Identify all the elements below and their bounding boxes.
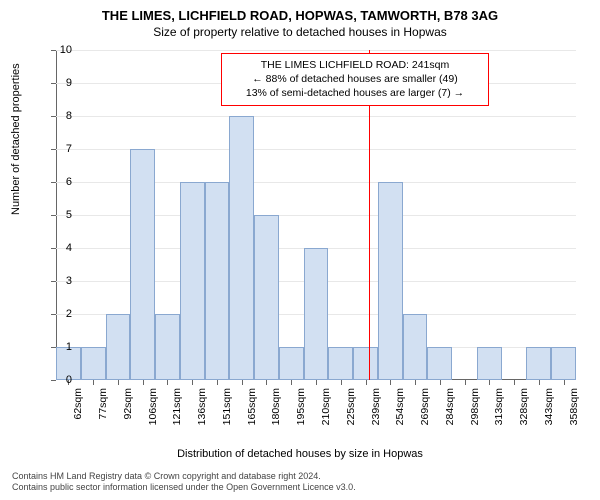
x-tick-mark (167, 380, 168, 385)
info-box-line: ← 88% of detached houses are smaller (49… (228, 72, 482, 86)
x-tick-mark (440, 380, 441, 385)
histogram-bar (155, 314, 180, 380)
x-tick-mark (242, 380, 243, 385)
x-tick-label: 106sqm (147, 388, 159, 425)
chart-title-main: THE LIMES, LICHFIELD ROAD, HOPWAS, TAMWO… (0, 0, 600, 23)
x-tick-mark (366, 380, 367, 385)
y-axis-label: Number of detached properties (10, 63, 22, 215)
y-tick-label: 8 (66, 110, 72, 122)
x-tick-label: 313sqm (493, 388, 505, 425)
x-tick-mark (316, 380, 317, 385)
property-info-box: THE LIMES LICHFIELD ROAD: 241sqm← 88% of… (221, 53, 489, 106)
y-tick-mark (51, 182, 56, 183)
gridline (56, 116, 576, 117)
histogram-bar (328, 347, 353, 380)
histogram-bar (378, 182, 403, 380)
x-tick-label: 358sqm (568, 388, 580, 425)
histogram-bar (427, 347, 452, 380)
x-tick-label: 195sqm (295, 388, 307, 425)
histogram-bar (205, 182, 230, 380)
x-tick-mark (564, 380, 565, 385)
y-tick-label: 1 (66, 341, 72, 353)
histogram-bar (279, 347, 304, 380)
y-tick-mark (51, 380, 56, 381)
x-tick-mark (465, 380, 466, 385)
x-tick-mark (93, 380, 94, 385)
y-tick-label: 10 (60, 44, 72, 56)
x-tick-label: 225sqm (345, 388, 357, 425)
x-tick-mark (514, 380, 515, 385)
footer-line-2: Contains public sector information licen… (12, 482, 356, 494)
x-tick-label: 328sqm (518, 388, 530, 425)
x-tick-mark (118, 380, 119, 385)
x-tick-label: 343sqm (543, 388, 555, 425)
histogram-bar (526, 347, 551, 380)
y-tick-label: 5 (66, 209, 72, 221)
y-tick-mark (51, 116, 56, 117)
y-tick-mark (51, 314, 56, 315)
y-tick-label: 6 (66, 176, 72, 188)
histogram-bar (81, 347, 106, 380)
x-tick-label: 269sqm (419, 388, 431, 425)
x-tick-mark (415, 380, 416, 385)
histogram-bar (106, 314, 131, 380)
x-tick-label: 62sqm (72, 388, 84, 420)
y-tick-mark (51, 248, 56, 249)
x-tick-mark (489, 380, 490, 385)
gridline (56, 50, 576, 51)
y-tick-mark (51, 281, 56, 282)
x-tick-label: 92sqm (122, 388, 134, 420)
x-tick-mark (192, 380, 193, 385)
chart-title-sub: Size of property relative to detached ho… (0, 23, 600, 39)
info-box-line: THE LIMES LICHFIELD ROAD: 241sqm (228, 58, 482, 72)
x-tick-label: 121sqm (171, 388, 183, 425)
x-axis-label: Distribution of detached houses by size … (0, 448, 600, 460)
x-tick-label: 210sqm (320, 388, 332, 425)
y-tick-label: 4 (66, 242, 72, 254)
x-tick-label: 254sqm (394, 388, 406, 425)
x-tick-mark (390, 380, 391, 385)
x-tick-mark (539, 380, 540, 385)
y-tick-mark (51, 149, 56, 150)
x-tick-mark (341, 380, 342, 385)
x-tick-label: 77sqm (97, 388, 109, 420)
x-tick-label: 151sqm (221, 388, 233, 425)
x-tick-mark (291, 380, 292, 385)
y-tick-label: 3 (66, 275, 72, 287)
histogram-bar (130, 149, 155, 380)
attribution-footer: Contains HM Land Registry data © Crown c… (12, 471, 356, 494)
histogram-bar (403, 314, 428, 380)
x-tick-label: 239sqm (370, 388, 382, 425)
y-tick-label: 7 (66, 143, 72, 155)
footer-line-1: Contains HM Land Registry data © Crown c… (12, 471, 356, 483)
x-tick-mark (217, 380, 218, 385)
info-box-line: 13% of semi-detached houses are larger (… (228, 86, 482, 100)
histogram-bar (180, 182, 205, 380)
histogram-bar (254, 215, 279, 380)
y-tick-label: 2 (66, 308, 72, 320)
histogram-bar (551, 347, 576, 380)
x-tick-label: 136sqm (196, 388, 208, 425)
x-tick-mark (143, 380, 144, 385)
x-tick-label: 180sqm (270, 388, 282, 425)
x-tick-label: 165sqm (246, 388, 258, 425)
y-tick-mark (51, 50, 56, 51)
x-tick-mark (266, 380, 267, 385)
histogram-bar (229, 116, 254, 380)
x-tick-label: 298sqm (469, 388, 481, 425)
x-tick-label: 284sqm (444, 388, 456, 425)
y-tick-label: 9 (66, 77, 72, 89)
chart-plot-area: THE LIMES LICHFIELD ROAD: 241sqm← 88% of… (56, 50, 576, 380)
histogram-bar (304, 248, 329, 380)
y-tick-mark (51, 83, 56, 84)
y-tick-label: 0 (66, 374, 72, 386)
histogram-bar (353, 347, 378, 380)
histogram-bar (477, 347, 502, 380)
y-tick-mark (51, 215, 56, 216)
